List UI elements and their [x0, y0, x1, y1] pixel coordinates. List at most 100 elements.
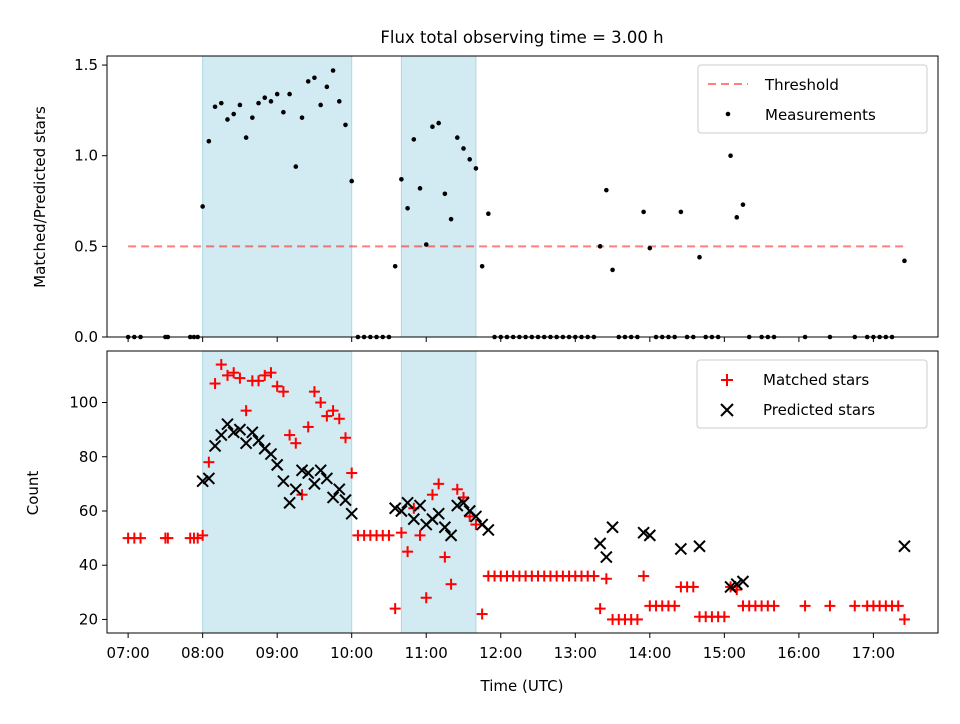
matched-star-point [898, 613, 910, 625]
predicted-marker-b [600, 550, 613, 564]
measurement-point [454, 135, 460, 140]
matched-star-point [631, 613, 643, 625]
predicted-marker-b [693, 540, 706, 553]
matched-star-point [395, 527, 407, 539]
x-tick-label: 16:00 [777, 644, 820, 662]
predicted-marker-b [724, 580, 737, 594]
measurement-point [349, 178, 355, 184]
matched-star-point [402, 546, 414, 558]
matched-star-point [290, 437, 302, 449]
predicted-star-point [302, 466, 315, 480]
matched-star-point [346, 467, 358, 479]
matched-star-point [209, 378, 221, 390]
bottom-shaded-intervals [202, 350, 477, 634]
measurement-point [479, 263, 485, 269]
matched-star-point [638, 570, 650, 582]
measurement-point [237, 102, 243, 108]
top-y-axis-label: Matched/Predicted stars [31, 106, 49, 288]
predicted-star-point [388, 502, 402, 515]
predicted-marker-b [674, 542, 688, 556]
predicted-marker-b [246, 426, 259, 439]
measurement-point [206, 138, 212, 144]
matched-star-point [824, 600, 836, 612]
x-tick-label: 13:00 [554, 644, 597, 662]
matched-star-point [135, 532, 147, 544]
predicted-star-point [736, 575, 750, 588]
predicted-marker-b [898, 540, 911, 553]
predicted-star-point [196, 474, 209, 488]
matched-star-point [302, 421, 314, 433]
matched-star-point [464, 510, 476, 522]
measurement-point [274, 91, 280, 97]
matched-star-point [277, 386, 289, 398]
measurements-legend-label: Measurements [765, 106, 876, 124]
threshold-legend-label: Threshold [764, 76, 839, 94]
predicted-marker-b [277, 474, 290, 488]
measurement-point [411, 137, 417, 142]
matched-star-point [718, 611, 730, 623]
predicted-marker-b [388, 502, 402, 515]
measurement-point [268, 99, 274, 104]
matched-star-point [426, 489, 438, 501]
predicted-marker-b [239, 436, 253, 450]
measurement-point [423, 242, 429, 247]
predicted-marker-b [264, 447, 278, 461]
shaded-interval [202, 350, 353, 634]
bottom-axes-frame [106, 350, 939, 634]
predicted-marker-b [451, 499, 464, 512]
predicted-marker-b [643, 529, 657, 542]
measurement-point [330, 68, 336, 73]
matched-star-point [476, 608, 488, 620]
predicted-marker-b [314, 464, 327, 477]
measurement-point [312, 75, 317, 81]
measurement-point [448, 216, 454, 222]
x-tick-label: 09:00 [256, 644, 299, 662]
matched-star-point [457, 491, 469, 503]
predicted-star-point [643, 529, 657, 542]
predicted-marker-b [463, 504, 476, 518]
predicted-marker-b [637, 526, 650, 539]
measurement-point [734, 215, 740, 220]
predicted-legend-swatch [720, 403, 734, 417]
shaded-interval [400, 350, 477, 634]
measurement-point [243, 135, 249, 140]
predicted-star-point [320, 472, 334, 485]
top-axes-frame [106, 55, 939, 338]
predicted-star-point [482, 523, 495, 537]
predicted-marker-b [395, 504, 408, 518]
x-tick-label: 15:00 [703, 644, 746, 662]
predicted-marker-b [289, 483, 303, 496]
predicted-star-point [345, 507, 358, 520]
predicted-marker-b [196, 474, 209, 488]
top-y-tick-label: 1.5 [74, 56, 98, 74]
measurement-point [597, 244, 603, 249]
matched-star-point [600, 573, 612, 585]
matched-star-point [321, 410, 333, 422]
measurement-point [399, 176, 404, 182]
measurement-point [740, 202, 746, 207]
predicted-marker-b [221, 418, 234, 431]
matched-star-point [433, 478, 445, 490]
predicted-marker-b [401, 496, 414, 510]
predicted-marker-b [252, 434, 265, 447]
measurement-point [461, 146, 466, 151]
matched-star-point [594, 603, 606, 615]
star-count-points [122, 359, 911, 625]
predicted-marker-b [339, 493, 352, 507]
bottom-axes: 20 40 60 80 100 07:00 08:00 09:00 10:00 11:00 12:0… [69, 394, 895, 662]
measurement-point [250, 115, 255, 120]
measurement-point [604, 187, 609, 193]
matched-star-point [215, 359, 227, 371]
matched-star-point [234, 372, 246, 384]
matched-star-point [221, 369, 233, 381]
matched-star-point [162, 532, 174, 544]
measurement-point [299, 115, 305, 120]
predicted-star-point [606, 521, 619, 534]
measurements-legend-swatch [725, 111, 731, 117]
bottom-y-tick-label: 80 [79, 448, 98, 466]
matched-star-point [253, 375, 265, 387]
predicted-marker-b [736, 575, 750, 588]
predicted-star-point [413, 499, 427, 512]
matched-star-point [296, 489, 308, 501]
predicted-star-point [233, 423, 247, 436]
